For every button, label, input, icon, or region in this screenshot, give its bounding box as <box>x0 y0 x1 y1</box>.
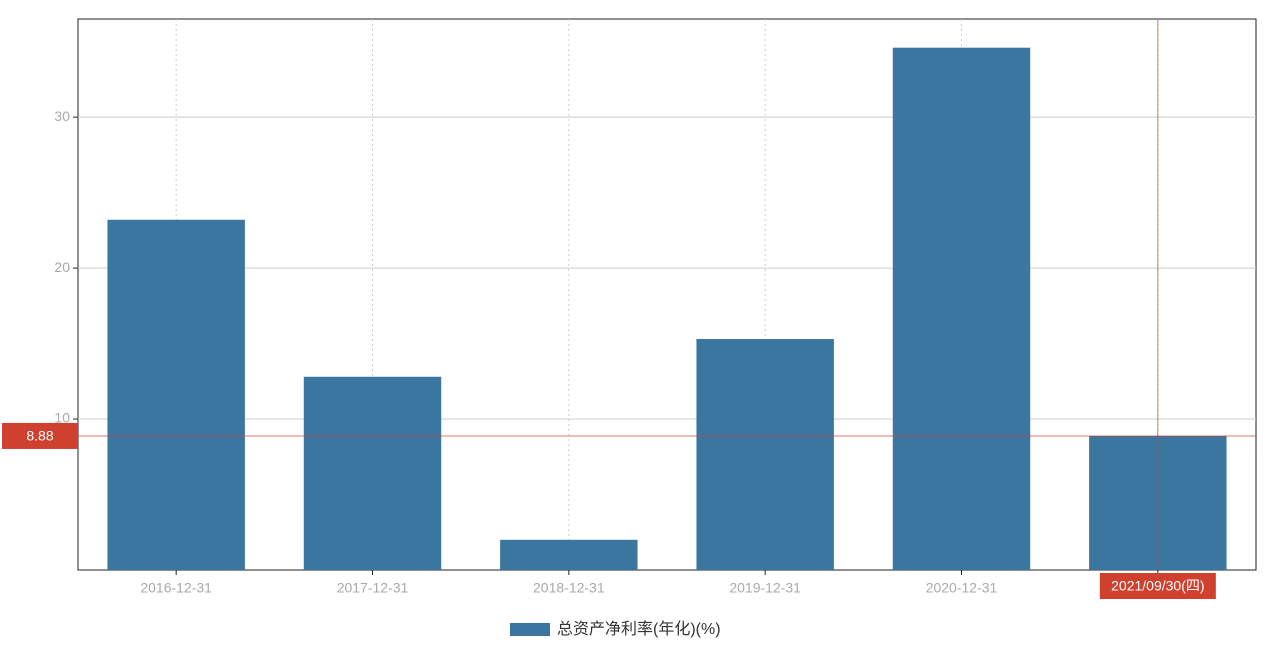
bar <box>696 339 834 570</box>
y-tick-label: 10 <box>54 410 70 426</box>
bar <box>892 47 1031 570</box>
x-tick-label: 2017-12-31 <box>337 580 409 596</box>
bar <box>107 219 245 571</box>
bar <box>303 376 442 570</box>
plot-frame <box>77 18 1257 571</box>
x-tick-label: 2021/09/30(四) <box>1111 578 1204 594</box>
bar <box>500 539 638 570</box>
x-tick-label: 2016-12-31 <box>140 580 212 596</box>
y-tick-label: 20 <box>54 259 70 275</box>
legend-label: 总资产净利率(年化)(%) <box>557 620 721 638</box>
crosshair-y-label: 8.88 <box>26 428 53 444</box>
legend-swatch <box>510 623 550 636</box>
x-tick-label: 2018-12-31 <box>533 580 605 596</box>
x-tick-label: 2019-12-31 <box>729 580 801 596</box>
x-tick-label: 2020-12-31 <box>926 580 998 596</box>
crosshair-x-box <box>1099 573 1216 599</box>
crosshair-y-box <box>2 422 78 449</box>
y-tick-label: 30 <box>54 108 70 124</box>
